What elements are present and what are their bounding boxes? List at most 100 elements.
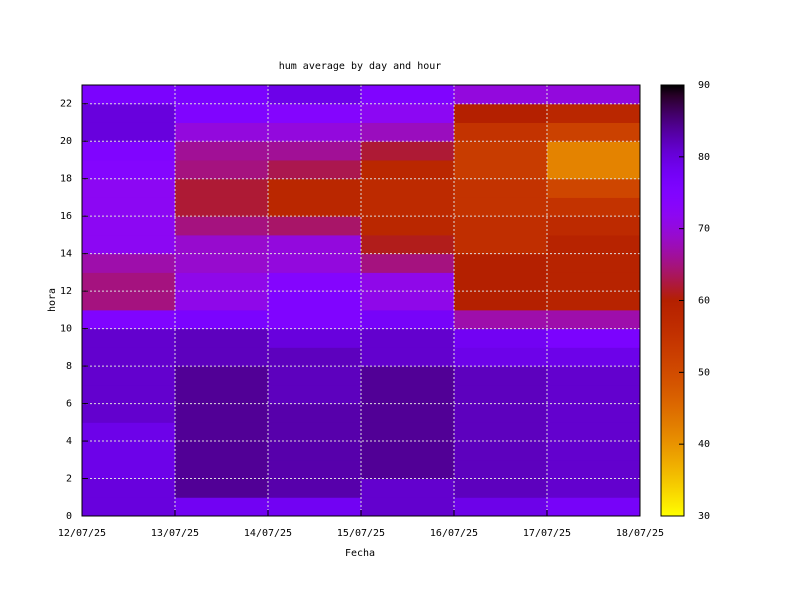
heat-cell [82,197,176,217]
heat-cell [547,497,641,517]
heat-cell [268,309,362,330]
heat-cell [547,328,641,348]
heat-cell [268,478,362,498]
heat-cell [547,159,641,180]
y-axis-label: hora [47,288,58,312]
heat-cell [82,178,176,198]
heat-cell [547,422,641,442]
heat-cell [547,103,641,123]
colorbar-tick-label: 90 [698,80,710,91]
colorbar-tick-label: 60 [698,296,710,307]
heat-cell [175,422,269,442]
colorbar-tick-label: 70 [698,224,710,235]
heat-cell [454,216,548,236]
heat-cell [268,216,362,236]
heat-cell [547,253,641,273]
heat-cell [82,253,176,273]
y-tick-label: 0 [66,511,72,522]
colorbar-tick-label: 50 [698,367,710,378]
heat-cell [268,122,362,142]
heat-cell [268,85,362,105]
heat-cell [547,441,641,461]
heat-cell [361,441,455,461]
heat-cell [268,328,362,348]
heat-cell [175,85,269,105]
heat-cell [454,159,548,180]
heat-cell [454,384,548,405]
y-tick-label: 22 [60,99,72,110]
heat-cell [175,328,269,348]
heat-cell [454,459,548,480]
x-axis-label: Fecha [345,548,375,559]
plot-border [81,84,641,517]
heat-cell [547,309,641,330]
x-tick-label: 13/07/25 [151,528,199,539]
heat-cell [82,216,176,236]
heat-cell [82,291,176,311]
heat-cell [361,459,455,480]
heat-cell [82,328,176,348]
heat-cell [547,291,641,311]
heat-cell [361,309,455,330]
heat-cell [361,253,455,273]
colorbar-tick-label: 80 [698,152,710,163]
heat-cell [361,328,455,348]
heat-cell [454,328,548,348]
colorbar-tick-label: 40 [698,439,710,450]
heat-cell [82,366,176,386]
heat-cell [361,478,455,498]
heat-cell [175,103,269,123]
heat-cell [175,234,269,255]
heat-cell [361,272,455,292]
heat-cell [175,122,269,142]
heat-cell [268,272,362,292]
heat-cell [175,441,269,461]
heat-cell [547,122,641,142]
heat-cell [268,403,362,423]
heat-cell [454,497,548,517]
heat-cell [268,178,362,198]
heat-cell [454,366,548,386]
heat-cell [454,178,548,198]
heat-cell [175,197,269,217]
heat-cell [547,272,641,292]
heat-cell [454,478,548,498]
heat-cell [268,103,362,123]
heat-cell [454,272,548,292]
heat-cell [547,459,641,480]
y-tick-label: 10 [60,324,72,335]
heat-cell [175,309,269,330]
heat-cell [361,384,455,405]
heat-cell [268,459,362,480]
heat-cell [361,216,455,236]
heat-cell [361,178,455,198]
x-tick-label: 18/07/25 [616,528,664,539]
y-tick-label: 6 [66,399,72,410]
heat-cell [82,441,176,461]
heat-cell [361,497,455,517]
heat-cell [82,309,176,330]
heat-cell [361,347,455,367]
heat-cell [361,159,455,180]
heat-cell [454,291,548,311]
heat-cell [454,309,548,330]
heat-cell [547,384,641,405]
heat-cell [454,85,548,105]
x-tick-label: 15/07/25 [337,528,385,539]
heat-cell [82,422,176,442]
heat-cell [547,347,641,367]
heat-cell [361,422,455,442]
heat-cell [361,197,455,217]
heat-cell [361,85,455,105]
heat-cell [175,253,269,273]
y-tick-label: 4 [66,436,72,447]
heat-cell [547,403,641,423]
heat-cell [82,85,176,105]
heat-cell [175,159,269,180]
y-tick-label: 2 [66,474,72,485]
heat-cell [268,441,362,461]
heat-cell [268,366,362,386]
heat-cell [268,422,362,442]
heat-cell [361,103,455,123]
heat-cell [82,234,176,255]
